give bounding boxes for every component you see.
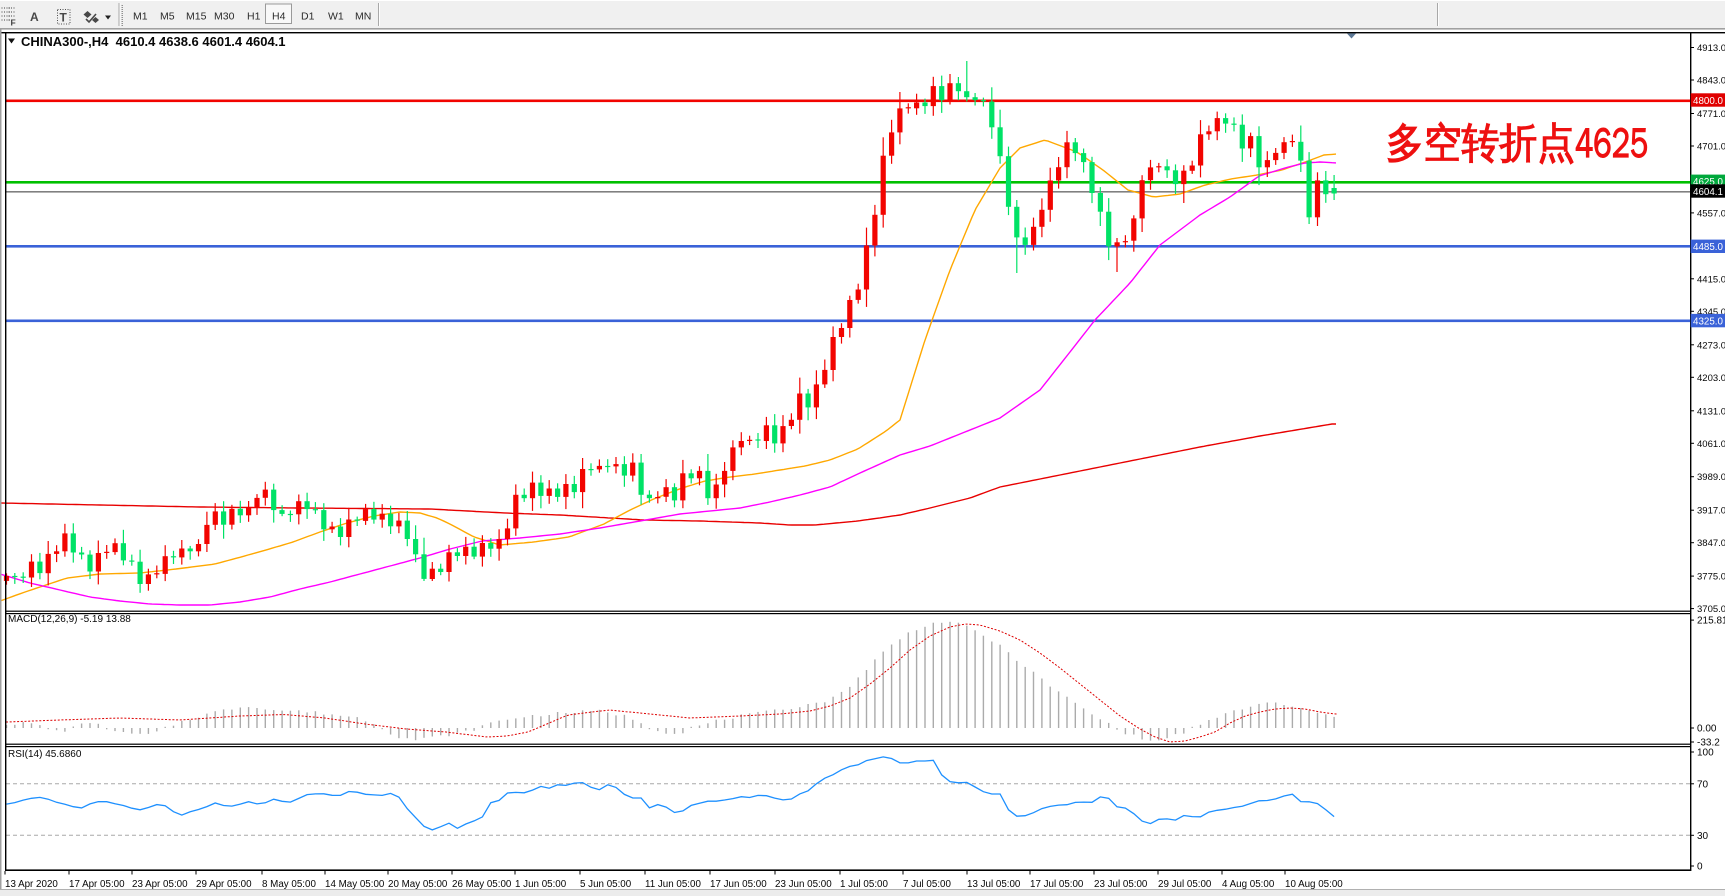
svg-text:RSI(14) 45.6860: RSI(14) 45.6860 bbox=[8, 749, 82, 760]
svg-text:23 Jun 05:00: 23 Jun 05:00 bbox=[775, 879, 832, 890]
svg-text:H4: H4 bbox=[272, 11, 286, 23]
svg-text:4061.0: 4061.0 bbox=[1697, 439, 1725, 450]
svg-text:3917.0: 3917.0 bbox=[1697, 506, 1725, 517]
svg-text:4485.0: 4485.0 bbox=[1693, 242, 1724, 253]
svg-text:10 Aug 05:00: 10 Aug 05:00 bbox=[1285, 879, 1343, 890]
svg-text:4625.0: 4625.0 bbox=[1693, 177, 1724, 188]
svg-text:29 Apr 05:00: 29 Apr 05:00 bbox=[196, 879, 252, 890]
svg-text:M1: M1 bbox=[133, 11, 148, 23]
svg-text:1 Jun 05:00: 1 Jun 05:00 bbox=[515, 879, 567, 890]
svg-text:215.81: 215.81 bbox=[1697, 616, 1725, 627]
svg-text:4557.0: 4557.0 bbox=[1697, 208, 1725, 219]
svg-text:A: A bbox=[30, 10, 39, 24]
svg-text:4843.0: 4843.0 bbox=[1697, 76, 1725, 87]
svg-text:4273.0: 4273.0 bbox=[1697, 340, 1725, 351]
svg-text:4800.0: 4800.0 bbox=[1693, 96, 1724, 107]
svg-text:13 Jul 05:00: 13 Jul 05:00 bbox=[967, 879, 1021, 890]
svg-text:M15: M15 bbox=[186, 11, 207, 23]
svg-text:7 Jul 05:00: 7 Jul 05:00 bbox=[903, 879, 951, 890]
svg-text:H1: H1 bbox=[247, 11, 261, 23]
svg-text:0.00: 0.00 bbox=[1697, 724, 1717, 735]
svg-text:1 Jul 05:00: 1 Jul 05:00 bbox=[840, 879, 888, 890]
svg-text:3989.0: 3989.0 bbox=[1697, 472, 1725, 483]
svg-text:3847.0: 3847.0 bbox=[1697, 538, 1725, 549]
svg-text:M5: M5 bbox=[160, 11, 175, 23]
svg-text:13 Apr 2020: 13 Apr 2020 bbox=[5, 879, 58, 890]
svg-text:MN: MN bbox=[355, 11, 371, 23]
svg-text:70: 70 bbox=[1697, 779, 1709, 790]
svg-text:F: F bbox=[11, 18, 16, 28]
svg-text:100: 100 bbox=[1697, 748, 1714, 759]
svg-text:23 Jul 05:00: 23 Jul 05:00 bbox=[1094, 879, 1148, 890]
svg-text:5 Jun 05:00: 5 Jun 05:00 bbox=[580, 879, 632, 890]
svg-text:4771.0: 4771.0 bbox=[1697, 109, 1725, 120]
svg-text:17 Jun 05:00: 17 Jun 05:00 bbox=[710, 879, 767, 890]
svg-text:26 May 05:00: 26 May 05:00 bbox=[452, 879, 512, 890]
svg-text:29 Jul 05:00: 29 Jul 05:00 bbox=[1158, 879, 1212, 890]
svg-text:MACD(12,26,9) -5.19 13.88: MACD(12,26,9) -5.19 13.88 bbox=[8, 614, 131, 625]
svg-text:4701.0: 4701.0 bbox=[1697, 142, 1725, 153]
svg-text:4415.0: 4415.0 bbox=[1697, 274, 1725, 285]
svg-text:4604.1: 4604.1 bbox=[1693, 187, 1723, 198]
svg-text:4913.0: 4913.0 bbox=[1697, 43, 1725, 54]
svg-text:4203.0: 4203.0 bbox=[1697, 373, 1725, 384]
svg-text:8 May 05:00: 8 May 05:00 bbox=[262, 879, 316, 890]
svg-text:23 Apr 05:00: 23 Apr 05:00 bbox=[132, 879, 188, 890]
svg-text:T: T bbox=[60, 11, 68, 25]
svg-text:4325.0: 4325.0 bbox=[1693, 316, 1724, 327]
svg-text:-33.2: -33.2 bbox=[1697, 738, 1720, 749]
svg-text:4 Aug 05:00: 4 Aug 05:00 bbox=[1222, 879, 1275, 890]
svg-text:11 Jun 05:00: 11 Jun 05:00 bbox=[645, 879, 701, 890]
svg-text:17 Jul 05:00: 17 Jul 05:00 bbox=[1030, 879, 1084, 890]
svg-text:M30: M30 bbox=[214, 11, 235, 23]
svg-text:3705.0: 3705.0 bbox=[1697, 604, 1725, 615]
svg-text:D1: D1 bbox=[301, 11, 315, 23]
svg-text:CHINA300-,H4 4610.4 4638.6 46: CHINA300-,H4 4610.4 4638.6 4601.4 4604.1 bbox=[21, 34, 286, 49]
svg-text:17 Apr 05:00: 17 Apr 05:00 bbox=[69, 879, 125, 890]
svg-text:W1: W1 bbox=[328, 11, 344, 23]
svg-text:30: 30 bbox=[1697, 831, 1709, 842]
svg-text:14 May 05:00: 14 May 05:00 bbox=[325, 879, 385, 890]
svg-text:4345.0: 4345.0 bbox=[1697, 307, 1725, 318]
svg-text:20 May 05:00: 20 May 05:00 bbox=[388, 879, 448, 890]
svg-text:0: 0 bbox=[1697, 862, 1703, 873]
svg-text:4131.0: 4131.0 bbox=[1697, 406, 1725, 417]
svg-text:3775.0: 3775.0 bbox=[1697, 572, 1725, 583]
